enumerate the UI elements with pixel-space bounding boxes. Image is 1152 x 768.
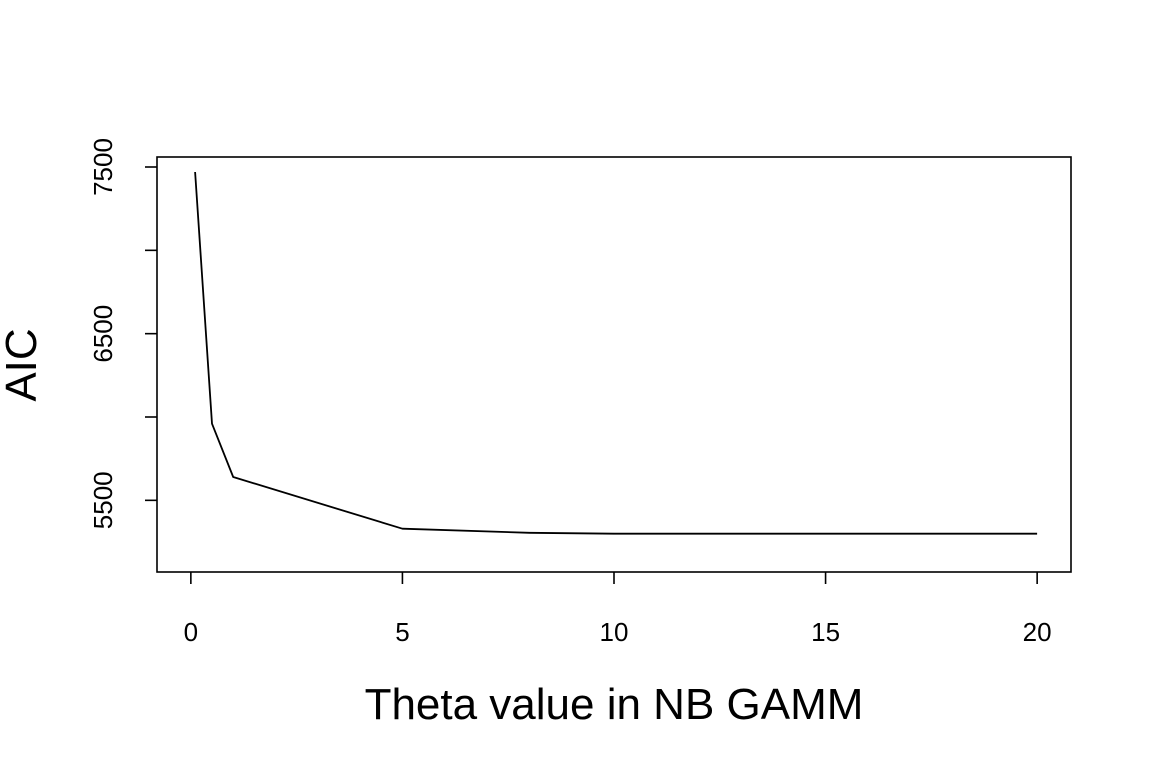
x-tick-label: 0 bbox=[184, 617, 198, 647]
y-axis-title: AIC bbox=[0, 328, 46, 401]
series-layer bbox=[194, 171, 1038, 535]
y-tick-label: 7500 bbox=[88, 138, 118, 196]
y-tick-label: 5500 bbox=[88, 471, 118, 529]
x-tick-label: 5 bbox=[395, 617, 409, 647]
x-tick-label: 20 bbox=[1023, 617, 1052, 647]
y-axis: 5500 6500 7500 bbox=[88, 138, 157, 529]
x-axis: 0 5 10 15 20 bbox=[184, 572, 1052, 647]
x-axis-title: Theta value in NB GAMM bbox=[365, 680, 864, 729]
series-line bbox=[194, 171, 1038, 535]
x-tick-label: 10 bbox=[600, 617, 629, 647]
x-tick-label: 15 bbox=[811, 617, 840, 647]
y-tick-label: 6500 bbox=[88, 305, 118, 363]
